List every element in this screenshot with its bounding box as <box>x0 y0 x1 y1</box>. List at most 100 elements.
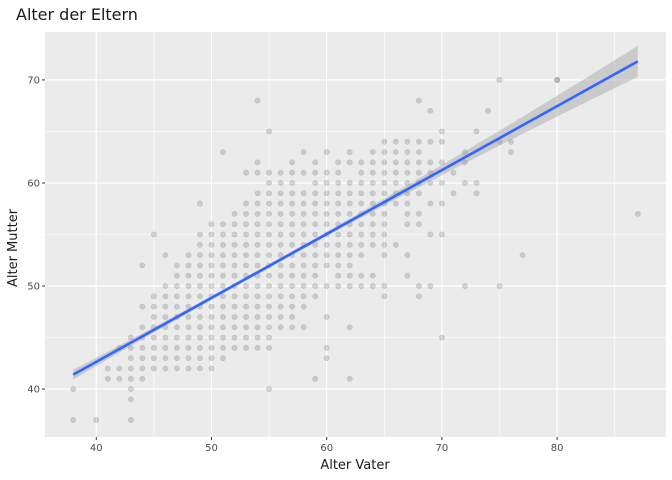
data-point <box>415 97 422 104</box>
data-point <box>346 210 353 217</box>
data-point <box>208 344 215 351</box>
regression-line <box>72 60 639 376</box>
data-point <box>335 159 342 166</box>
data-point <box>404 252 411 259</box>
data-point <box>300 149 307 156</box>
data-point <box>300 252 307 259</box>
data-point <box>323 241 330 248</box>
data-point <box>438 128 445 135</box>
data-point <box>277 169 284 176</box>
data-point <box>369 180 376 186</box>
data-point <box>266 324 273 331</box>
data-point <box>312 169 319 176</box>
data-point <box>289 303 296 310</box>
data-point <box>173 334 180 341</box>
minor-gridlines <box>45 32 666 437</box>
data-point <box>139 355 146 362</box>
data-point <box>415 169 422 176</box>
data-point <box>127 396 134 403</box>
data-point <box>554 76 561 83</box>
data-point <box>300 303 307 310</box>
data-point <box>185 344 192 351</box>
data-point <box>220 313 226 320</box>
data-point <box>243 241 249 248</box>
data-point <box>381 190 388 197</box>
data-point <box>220 334 226 341</box>
regression-fit <box>72 45 639 380</box>
data-point <box>289 324 296 331</box>
data-point <box>185 355 192 362</box>
data-point <box>254 334 261 341</box>
data-point <box>346 272 353 279</box>
data-point <box>277 293 284 300</box>
data-point <box>335 283 342 289</box>
data-point <box>104 365 111 372</box>
data-point <box>220 355 226 362</box>
data-point <box>473 128 480 135</box>
data-point <box>462 283 468 289</box>
data-point <box>289 200 296 207</box>
data-point <box>415 138 422 145</box>
data-point <box>438 231 445 238</box>
data-point <box>208 334 215 341</box>
data-point <box>185 272 192 279</box>
data-point <box>208 262 215 269</box>
data-point <box>358 241 365 248</box>
data-point <box>300 262 307 269</box>
data-point <box>150 313 157 320</box>
data-point <box>220 293 226 300</box>
data-point <box>162 283 169 289</box>
data-point <box>127 344 134 351</box>
data-point <box>70 386 77 393</box>
data-point <box>404 169 411 176</box>
data-point <box>369 200 376 207</box>
data-point <box>346 252 353 259</box>
data-point <box>231 231 238 238</box>
data-point <box>139 375 146 382</box>
data-point <box>358 252 365 259</box>
data-point <box>231 252 238 259</box>
data-point <box>231 210 238 217</box>
data-point <box>450 190 457 197</box>
data-point <box>150 293 157 300</box>
data-point <box>312 159 319 166</box>
data-point <box>197 334 203 341</box>
data-point <box>162 303 169 310</box>
data-point <box>93 417 100 423</box>
data-point <box>220 324 226 331</box>
data-point <box>473 180 480 186</box>
data-point <box>312 200 319 207</box>
data-point <box>254 97 261 104</box>
data-point <box>381 293 388 300</box>
data-point <box>173 324 180 331</box>
data-point <box>254 169 261 176</box>
data-point <box>254 252 261 259</box>
data-point <box>323 180 330 186</box>
data-point <box>266 190 273 197</box>
data-point <box>289 210 296 217</box>
data-point <box>392 149 399 156</box>
data-point <box>197 241 203 248</box>
data-point <box>369 210 376 217</box>
data-point <box>208 324 215 331</box>
data-point <box>243 231 249 238</box>
data-point <box>323 355 330 362</box>
data-point <box>231 221 238 228</box>
data-point <box>381 149 388 156</box>
x-tick-label: 80 <box>551 443 564 454</box>
data-point <box>127 334 134 341</box>
data-point <box>358 169 365 176</box>
data-point <box>392 200 399 207</box>
data-point <box>358 190 365 197</box>
data-point <box>300 324 307 331</box>
data-point <box>220 283 226 289</box>
data-point <box>358 272 365 279</box>
data-point <box>392 138 399 145</box>
data-point <box>243 221 249 228</box>
data-point <box>335 252 342 259</box>
data-point <box>346 159 353 166</box>
data-point <box>116 375 123 382</box>
data-point <box>438 159 445 166</box>
data-point <box>427 283 434 289</box>
data-point <box>127 417 134 423</box>
